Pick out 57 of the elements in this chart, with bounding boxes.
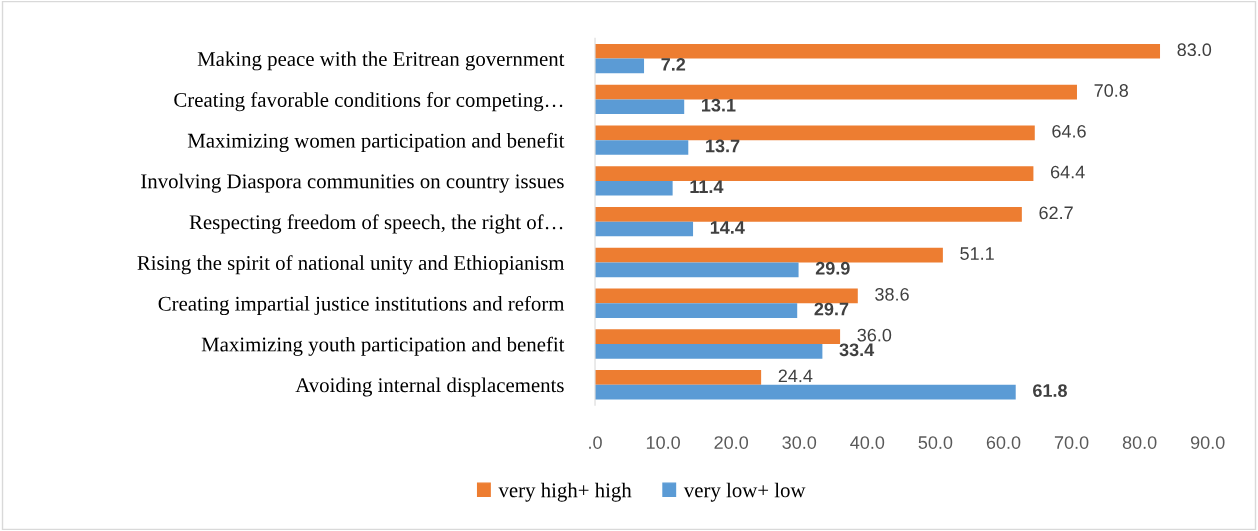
y-tick-label: Respecting freedom of speech, the right of… — [189, 214, 563, 234]
y-tick-label: Creating impartial justice institutions and reform — [158, 295, 565, 316]
data-label: 13.7 — [706, 139, 740, 153]
y-tick-label: Rising the spirit of national unity and Ethiopianism — [137, 255, 565, 275]
y-tick-label: Avoiding internal displacements — [295, 377, 564, 397]
bar — [595, 344, 823, 359]
bar — [595, 140, 689, 155]
x-tick-label: .0 — [589, 436, 602, 449]
x-tick-label: 90.0 — [1190, 436, 1225, 449]
data-label: 62.7 — [1039, 206, 1073, 220]
data-label: 7.2 — [661, 58, 686, 71]
x-tick-label: 80.0 — [1122, 436, 1157, 449]
data-label: 61.8 — [1033, 384, 1067, 397]
bar — [595, 99, 685, 115]
x-tick-label: 30.0 — [782, 436, 817, 449]
data-label: 14.4 — [710, 221, 745, 234]
data-label: 36.0 — [857, 328, 892, 342]
data-label: 83.0 — [1177, 43, 1212, 57]
bar — [595, 288, 858, 304]
bar — [595, 180, 673, 196]
data-label: 29.7 — [814, 302, 849, 316]
data-label: 24.4 — [778, 369, 813, 383]
bar — [595, 58, 645, 74]
y-tick-label: Involving Diaspora communities on country issues — [141, 173, 564, 193]
x-tick-label: 60.0 — [986, 436, 1021, 449]
data-label: 64.4 — [1051, 165, 1085, 179]
data-label: 33.4 — [839, 343, 875, 357]
x-tick-label: 10.0 — [646, 436, 680, 449]
bar — [595, 221, 694, 237]
bar — [595, 166, 1034, 181]
bar — [595, 262, 799, 278]
x-tick-label: 20.0 — [714, 436, 749, 449]
x-tick-label: 50.0 — [918, 436, 953, 449]
data-label: 11.4 — [690, 180, 724, 193]
bar — [595, 384, 1016, 400]
x-tick-label: 70.0 — [1054, 436, 1089, 449]
data-label: 51.1 — [960, 247, 994, 260]
bar — [595, 43, 1161, 59]
y-tick-label: Creating favorable conditions for competing… — [174, 92, 563, 112]
bar — [595, 329, 841, 344]
bar — [595, 247, 943, 263]
data-label: 29.9 — [815, 261, 850, 275]
data-label: 70.8 — [1094, 84, 1128, 97]
bar — [595, 207, 1022, 222]
data-label: 64.6 — [1052, 124, 1086, 138]
bar — [595, 125, 1035, 141]
legend-label: very high+ high — [498, 482, 632, 502]
bar — [595, 370, 762, 385]
legend-label: very low+ low — [683, 482, 806, 502]
bar — [595, 84, 1077, 100]
data-label: 38.6 — [875, 287, 909, 301]
y-tick-label: Maximizing youth participation and benefit — [201, 336, 565, 356]
x-tick-label: 40.0 — [850, 436, 885, 449]
bar — [595, 303, 798, 318]
y-tick-label: Making peace with the Eritrean government — [197, 51, 565, 71]
y-tick-label: Maximizing women participation and benefit — [187, 132, 565, 152]
data-label: 13.1 — [702, 98, 736, 112]
